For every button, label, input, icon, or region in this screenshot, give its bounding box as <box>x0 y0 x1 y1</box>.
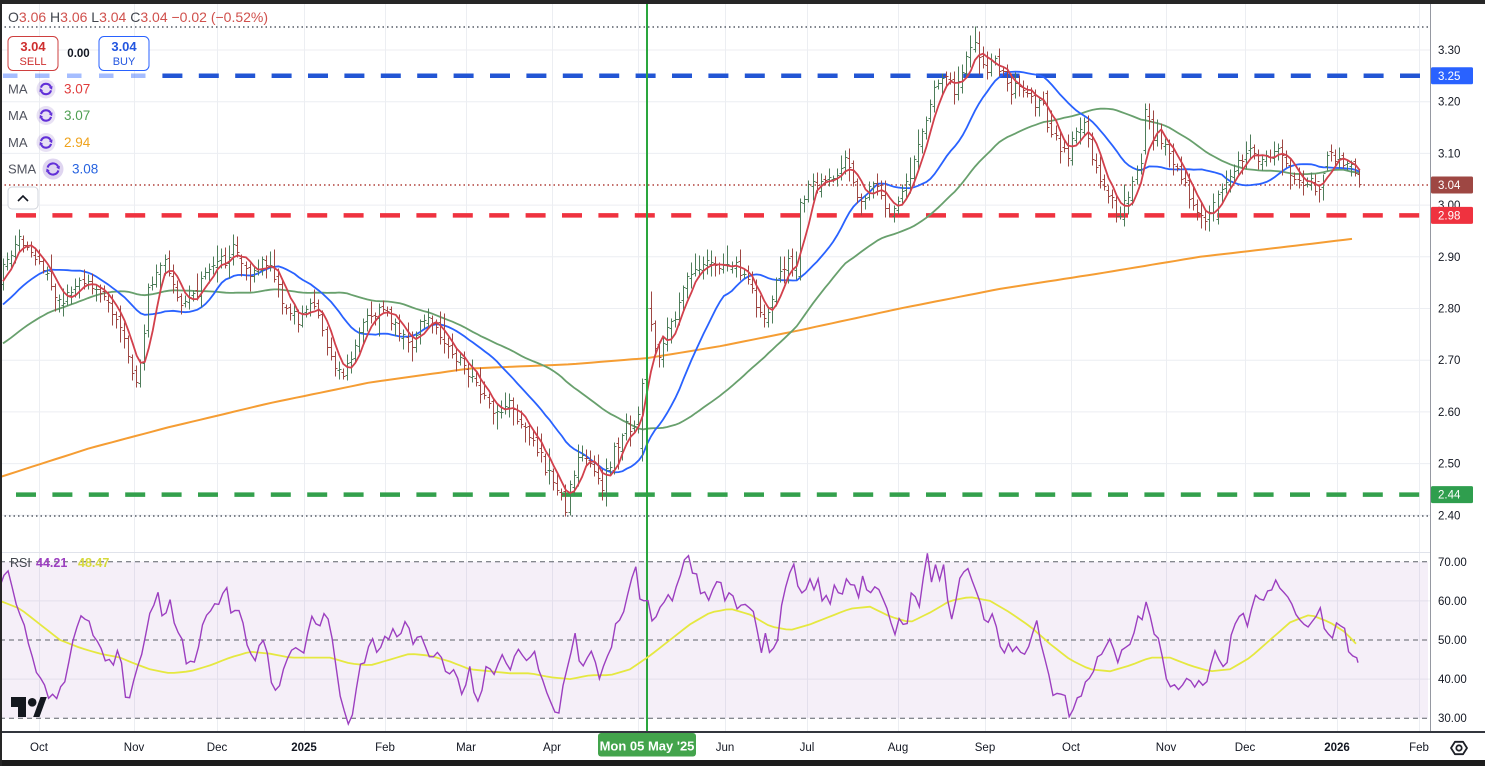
svg-text:Nov: Nov <box>124 742 145 754</box>
svg-text:Nov: Nov <box>1156 742 1177 754</box>
svg-text:2.50: 2.50 <box>1438 459 1460 471</box>
svg-text:2025: 2025 <box>291 742 317 754</box>
svg-text:3.30: 3.30 <box>1438 45 1460 57</box>
svg-text:Jun: Jun <box>716 742 735 754</box>
svg-text:3.20: 3.20 <box>1438 97 1460 109</box>
svg-text:Mar: Mar <box>456 742 476 754</box>
svg-text:MA: MA <box>8 108 28 123</box>
svg-text:MA: MA <box>8 82 28 97</box>
svg-text:MA: MA <box>8 135 28 150</box>
svg-text:3.04: 3.04 <box>20 39 46 54</box>
svg-text:2.40: 2.40 <box>1438 510 1460 522</box>
svg-text:60.00: 60.00 <box>1438 596 1467 608</box>
svg-text:3.25: 3.25 <box>1438 71 1460 83</box>
svg-text:2.70: 2.70 <box>1438 355 1460 367</box>
svg-text:2.94: 2.94 <box>64 135 91 150</box>
svg-text:40.00: 40.00 <box>1438 674 1467 686</box>
svg-text:2.90: 2.90 <box>1438 252 1460 264</box>
svg-text:Oct: Oct <box>1062 742 1081 754</box>
svg-text:Dec: Dec <box>207 742 228 754</box>
svg-text:3.04: 3.04 <box>111 39 137 54</box>
svg-text:Aug: Aug <box>888 742 908 754</box>
svg-text:50.00: 50.00 <box>1438 635 1467 647</box>
svg-text:SMA: SMA <box>8 162 37 177</box>
svg-text:3.07: 3.07 <box>64 82 90 97</box>
svg-text:O3.06 H3.06 L3.04 C3.04 −0.02: O3.06 H3.06 L3.04 C3.04 −0.02 (−0.52%) <box>8 9 268 25</box>
svg-text:30.00: 30.00 <box>1438 713 1467 725</box>
svg-text:SELL: SELL <box>20 56 47 68</box>
svg-text:BUY: BUY <box>113 56 136 68</box>
svg-text:Sep: Sep <box>975 742 995 754</box>
svg-text:48.47: 48.47 <box>78 556 109 570</box>
svg-text:3.07: 3.07 <box>64 108 90 123</box>
svg-text:2.80: 2.80 <box>1438 304 1460 316</box>
svg-text:2.98: 2.98 <box>1438 210 1460 222</box>
svg-text:Feb: Feb <box>375 742 395 754</box>
svg-text:3.04: 3.04 <box>1438 180 1461 192</box>
svg-text:RSI: RSI <box>10 556 31 570</box>
svg-text:70.00: 70.00 <box>1438 557 1467 569</box>
svg-text:3.10: 3.10 <box>1438 148 1460 160</box>
svg-text:Mon 05 May '25: Mon 05 May '25 <box>600 739 695 754</box>
svg-text:Dec: Dec <box>1235 742 1256 754</box>
svg-text:2.60: 2.60 <box>1438 407 1460 419</box>
svg-text:Apr: Apr <box>543 742 561 754</box>
svg-text:3.08: 3.08 <box>72 162 98 177</box>
svg-text:2026: 2026 <box>1324 742 1350 754</box>
svg-text:0.00: 0.00 <box>67 48 89 60</box>
svg-text:Jul: Jul <box>800 742 815 754</box>
svg-text:44.21: 44.21 <box>36 556 67 570</box>
svg-text:2.44: 2.44 <box>1438 490 1461 502</box>
svg-text:Oct: Oct <box>30 742 49 754</box>
svg-text:Feb: Feb <box>1409 742 1429 754</box>
